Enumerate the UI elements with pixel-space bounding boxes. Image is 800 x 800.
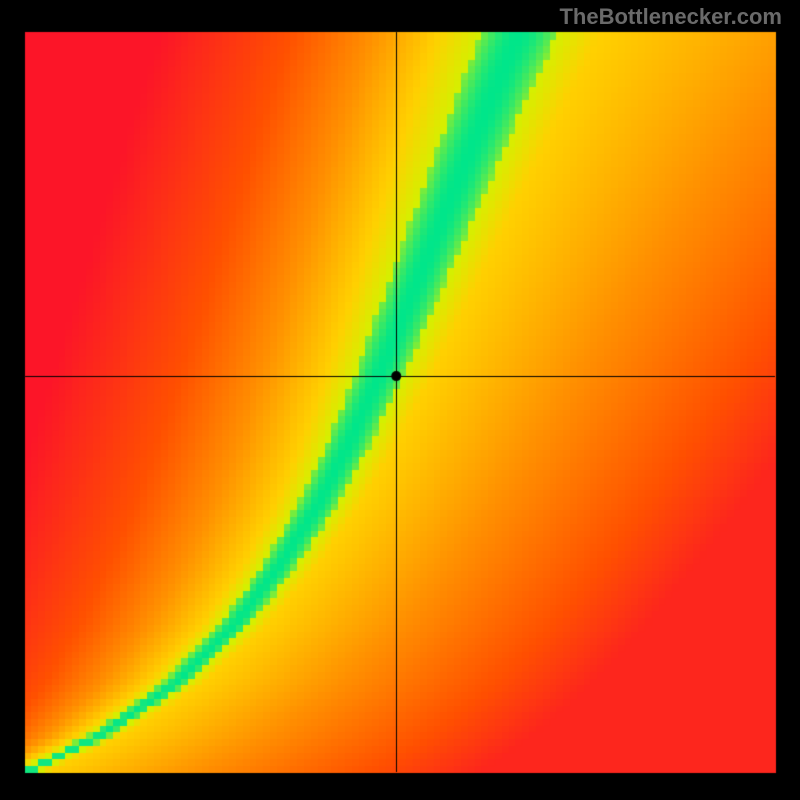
chart-container: { "canvas": { "width": 800, "height": 80… (0, 0, 800, 800)
crosshair-overlay (0, 0, 800, 800)
watermark-text: TheBottlenecker.com (559, 4, 782, 30)
